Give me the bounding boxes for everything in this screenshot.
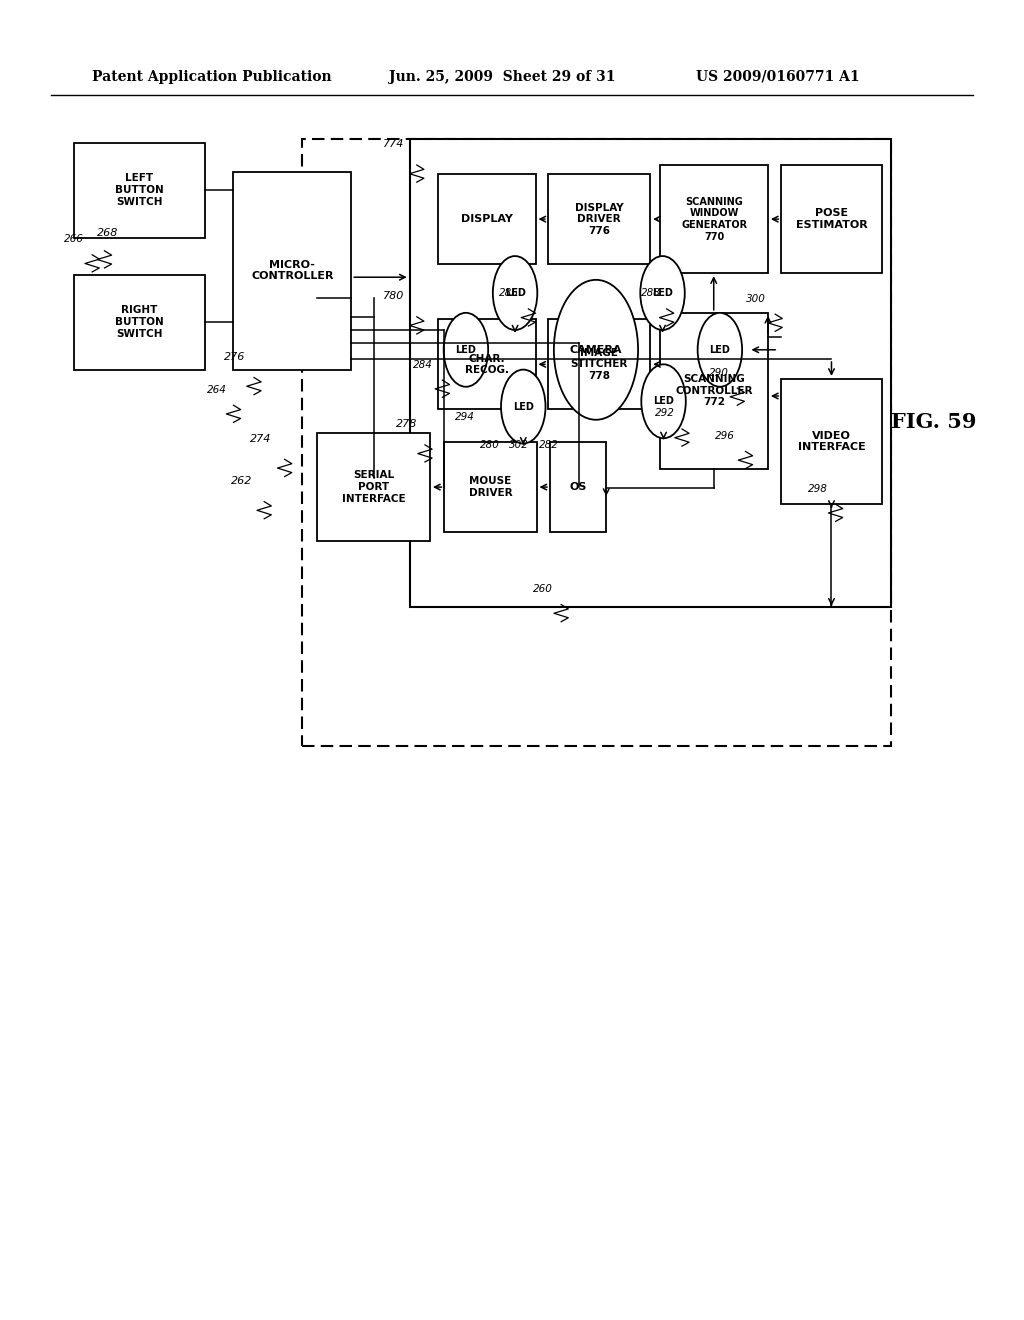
Text: LED: LED (505, 288, 525, 298)
Ellipse shape (493, 256, 538, 330)
Text: 284: 284 (414, 359, 433, 370)
Text: 282: 282 (539, 440, 559, 450)
Text: OS: OS (569, 482, 587, 492)
Text: LED: LED (652, 288, 673, 298)
Bar (781, 165, 882, 273)
Bar (660, 165, 768, 273)
Text: 298: 298 (808, 483, 827, 494)
Text: LED: LED (513, 401, 534, 412)
Text: LED: LED (653, 396, 674, 407)
Text: SERIAL
PORT
INTERFACE: SERIAL PORT INTERFACE (342, 470, 406, 504)
Text: 260: 260 (534, 583, 553, 594)
Bar (233, 172, 351, 370)
Ellipse shape (443, 313, 488, 387)
Bar (548, 174, 650, 264)
Bar (317, 433, 430, 541)
Text: SCANNING
WINDOW
GENERATOR
770: SCANNING WINDOW GENERATOR 770 (681, 197, 748, 242)
Text: RIGHT
BUTTON
SWITCH: RIGHT BUTTON SWITCH (115, 305, 164, 339)
Text: 774: 774 (383, 139, 404, 149)
Bar (74, 275, 205, 370)
Text: 266: 266 (65, 234, 84, 244)
Bar (444, 442, 537, 532)
Text: DISPLAY: DISPLAY (461, 214, 513, 224)
Ellipse shape (641, 364, 686, 438)
Text: US 2009/0160771 A1: US 2009/0160771 A1 (696, 70, 860, 83)
Text: 288: 288 (641, 288, 660, 298)
Text: Patent Application Publication: Patent Application Publication (92, 70, 332, 83)
Text: MOUSE
DRIVER: MOUSE DRIVER (469, 477, 512, 498)
Text: 264: 264 (208, 384, 227, 395)
Text: 280: 280 (479, 440, 500, 450)
Text: 296: 296 (716, 430, 735, 441)
Bar (438, 174, 536, 264)
Text: CAMERA: CAMERA (569, 345, 623, 355)
Text: 290: 290 (710, 367, 729, 378)
Text: 294: 294 (456, 412, 475, 422)
Bar (781, 379, 882, 504)
Bar (548, 319, 650, 409)
Ellipse shape (697, 313, 742, 387)
Text: LEFT
BUTTON
SWITCH: LEFT BUTTON SWITCH (115, 173, 164, 207)
Text: 292: 292 (655, 408, 675, 418)
Text: Jun. 25, 2009  Sheet 29 of 31: Jun. 25, 2009 Sheet 29 of 31 (389, 70, 615, 83)
Text: LED: LED (456, 345, 476, 355)
Text: DISPLAY
DRIVER
776: DISPLAY DRIVER 776 (574, 202, 624, 236)
Text: 276: 276 (224, 351, 246, 362)
Ellipse shape (554, 280, 638, 420)
Text: IMAGE
STITCHER
778: IMAGE STITCHER 778 (570, 347, 628, 381)
Text: 302: 302 (509, 440, 529, 450)
Text: MICRO-
CONTROLLER: MICRO- CONTROLLER (251, 260, 334, 281)
Text: 300: 300 (746, 293, 766, 304)
Bar (410, 139, 891, 607)
Text: 268: 268 (97, 227, 119, 238)
Text: 780: 780 (383, 290, 404, 301)
Text: FIG. 59: FIG. 59 (891, 412, 976, 433)
Text: CHAR.
RECOG.: CHAR. RECOG. (465, 354, 509, 375)
Text: 286: 286 (500, 288, 519, 298)
Text: VIDEO
INTERFACE: VIDEO INTERFACE (798, 430, 865, 453)
Ellipse shape (501, 370, 546, 444)
Bar (74, 143, 205, 238)
Bar (438, 319, 536, 409)
Bar (660, 313, 768, 469)
Text: 274: 274 (250, 433, 271, 444)
Text: 262: 262 (230, 475, 252, 486)
Bar (302, 139, 891, 746)
Ellipse shape (640, 256, 685, 330)
Text: LED: LED (710, 345, 730, 355)
Text: SCANNING
CONTROLLER
772: SCANNING CONTROLLER 772 (676, 374, 753, 408)
Text: POSE
ESTIMATOR: POSE ESTIMATOR (796, 209, 867, 230)
Bar (550, 442, 606, 532)
Text: 278: 278 (396, 418, 418, 429)
